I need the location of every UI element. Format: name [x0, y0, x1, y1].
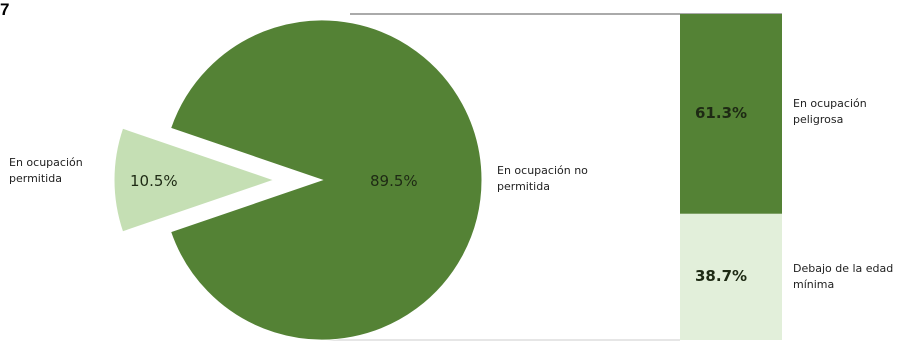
pie-chart: [113, 19, 483, 341]
pie-category-label: En ocupación permitida: [9, 156, 83, 185]
stacked-bar: [680, 14, 782, 340]
pie-category-label: En ocupación no permitida: [497, 164, 588, 193]
figure-number: 7: [0, 0, 10, 19]
bar-segment: [680, 14, 782, 214]
bar-segment: [680, 213, 782, 340]
pie-value-label: 89.5%: [370, 172, 418, 190]
bar-value-label: 61.3%: [695, 103, 748, 122]
pie-slice: [169, 19, 483, 341]
pie-value-label: 10.5%: [130, 172, 178, 190]
pie-slice: [113, 127, 276, 233]
bar-category-label: En ocupación peligrosa: [793, 96, 867, 126]
bar-value-label: 38.7%: [695, 266, 748, 285]
bar-category-label: Debajo de la edad mínima: [793, 261, 894, 291]
